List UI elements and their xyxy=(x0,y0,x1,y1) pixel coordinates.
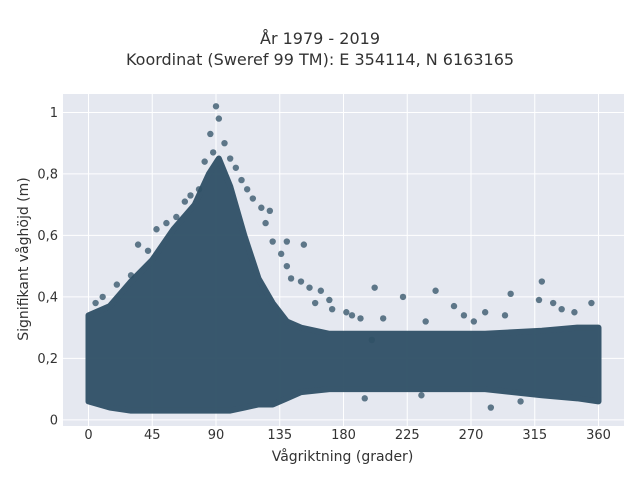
x-axis-title: Vågriktning (grader) xyxy=(272,448,414,465)
data-point xyxy=(226,155,234,162)
chart-title-line-2: Koordinat (Sweref 99 TM): E 354114, N 61… xyxy=(125,50,515,69)
x-tick-label: 0 xyxy=(84,428,92,443)
y-tick-label: 1 xyxy=(50,106,58,121)
chart-title-line-1: År 1979 - 2019 xyxy=(260,29,380,48)
data-point xyxy=(195,186,203,193)
data-point xyxy=(212,103,220,110)
data-point xyxy=(507,290,514,298)
data-point xyxy=(287,275,295,282)
data-point xyxy=(243,186,251,193)
data-point xyxy=(399,293,407,301)
data-point xyxy=(571,309,578,316)
data-point xyxy=(173,213,180,221)
data-point xyxy=(549,299,557,307)
data-point xyxy=(238,176,245,184)
data-point xyxy=(379,315,387,322)
x-tick-label: 135 xyxy=(267,428,292,443)
x-tick-label: 360 xyxy=(586,428,611,443)
y-tick-label: 0,6 xyxy=(37,229,58,244)
data-point xyxy=(201,158,208,165)
data-point xyxy=(153,226,160,233)
data-point xyxy=(144,247,152,254)
data-point xyxy=(163,219,170,227)
y-tick-label: 0,2 xyxy=(37,352,58,367)
data-point xyxy=(300,241,308,248)
data-point xyxy=(422,318,429,325)
data-point xyxy=(92,299,99,307)
data-point xyxy=(538,278,546,285)
y-axis-title: Signifikant våghöjd (m) xyxy=(15,177,32,340)
data-point xyxy=(269,238,276,245)
x-tick-label: 180 xyxy=(331,428,356,443)
data-point xyxy=(418,392,425,399)
x-tick-label: 315 xyxy=(522,428,547,443)
data-point xyxy=(357,315,364,322)
data-point xyxy=(328,305,336,313)
data-point xyxy=(297,278,305,285)
data-point xyxy=(535,296,543,304)
data-point xyxy=(127,272,135,279)
data-point xyxy=(232,164,240,171)
data-point xyxy=(517,398,524,405)
data-point xyxy=(215,115,223,122)
x-tick-label: 225 xyxy=(395,428,420,443)
data-point xyxy=(368,336,376,344)
data-point xyxy=(348,312,356,319)
data-point xyxy=(99,293,106,301)
data-point xyxy=(221,139,228,147)
data-point xyxy=(501,312,509,319)
data-point xyxy=(134,241,142,248)
data-point xyxy=(306,284,313,291)
data-point xyxy=(113,281,121,288)
x-tick-label: 270 xyxy=(459,428,484,443)
x-tick-label: 90 xyxy=(208,428,225,443)
data-point xyxy=(481,309,489,316)
data-point xyxy=(249,195,257,202)
data-point xyxy=(317,287,325,294)
data-point xyxy=(371,284,378,291)
data-point xyxy=(326,296,333,304)
data-point xyxy=(361,395,368,402)
data-point xyxy=(266,207,274,215)
data-point xyxy=(432,287,439,294)
data-point xyxy=(311,299,319,307)
y-tick-label: 0,4 xyxy=(37,290,58,305)
data-point xyxy=(450,302,458,310)
y-tick-label: 0 xyxy=(50,413,58,428)
data-point xyxy=(262,219,269,227)
data-point xyxy=(588,299,595,307)
data-point xyxy=(460,312,468,319)
data-point xyxy=(209,149,217,156)
data-point xyxy=(277,250,285,258)
data-point xyxy=(470,318,478,325)
data-point xyxy=(258,204,265,211)
data-point xyxy=(181,198,189,205)
x-tick-label: 45 xyxy=(144,428,161,443)
data-point xyxy=(283,238,291,245)
data-point xyxy=(558,305,565,313)
data-point xyxy=(283,262,291,270)
data-point xyxy=(343,309,350,316)
point-cloud xyxy=(85,155,602,414)
data-point xyxy=(207,130,214,138)
data-point xyxy=(487,404,495,411)
data-point xyxy=(187,192,194,199)
y-tick-label: 0,8 xyxy=(37,167,58,182)
